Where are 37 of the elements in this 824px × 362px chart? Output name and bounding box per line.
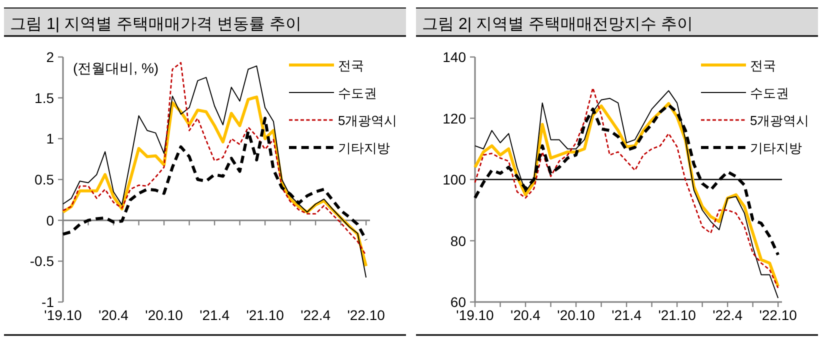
x-tick-label: '21.4 (612, 307, 642, 323)
x-tick-label: '20.10 (145, 307, 184, 323)
x-tick-label: '21.10 (658, 307, 696, 323)
legend-label: 5개광역시 (338, 113, 398, 128)
x-tick-label: '22.4 (300, 307, 331, 323)
y-tick-label: 60 (450, 294, 466, 310)
y-tick-label: -0.5 (30, 253, 54, 270)
y-tick-label: 1.5 (34, 90, 54, 106)
y-tick-label: 2 (46, 49, 54, 65)
y-tick-label: 80 (450, 232, 466, 249)
x-tick-label: '19.10 (456, 307, 494, 323)
y-tick-label: 100 (442, 172, 466, 188)
legend-label: 기타지방 (750, 140, 802, 156)
x-tick-label: '20.4 (510, 307, 541, 323)
x-tick-label: '20.4 (98, 307, 129, 323)
x-tick-label: '22.10 (347, 307, 386, 323)
x-tick-label: '21.10 (246, 307, 284, 323)
y-tick-label: -1 (42, 294, 54, 310)
legend-label: 수도권 (750, 86, 789, 100)
x-tick-label: '22.4 (712, 307, 743, 323)
legend-label: 5개광역시 (750, 113, 810, 128)
y-tick-label: 1 (46, 130, 54, 147)
y-tick-label: 140 (442, 49, 466, 65)
legend-label: 전국 (750, 58, 776, 73)
y-tick-label: 0 (46, 212, 54, 228)
x-tick-label: '19.10 (44, 307, 82, 323)
legend-label: 수도권 (338, 86, 377, 100)
legend-label: 기타지방 (338, 140, 390, 156)
chart-title: 그림 2| 지역별 주택매매전망지수 추이 (422, 16, 693, 33)
x-tick-label: '21.4 (200, 307, 230, 323)
y-tick-label: 120 (442, 110, 466, 126)
y-tick-label: 0.5 (34, 172, 54, 188)
chart-title: 그림 1| 지역별 주택매매가격 변동률 추이 (10, 16, 302, 33)
x-tick-label: '20.10 (557, 307, 596, 323)
x-tick-label: '22.10 (759, 307, 798, 323)
legend-label: 전국 (338, 58, 364, 73)
annotation: (전월대비, %) (73, 60, 159, 76)
